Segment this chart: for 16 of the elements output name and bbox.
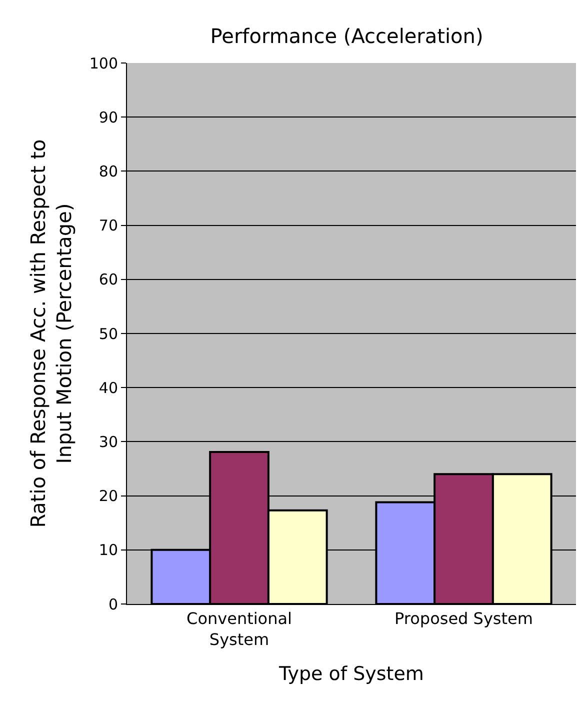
x-axis-title: Type of System (278, 662, 424, 685)
y-tick-label: 60 (98, 270, 118, 289)
y-tick-label: 20 (98, 487, 118, 506)
y-tick-label: 0 (108, 595, 118, 614)
y-tick-label: 50 (98, 324, 118, 343)
y-tick-label: 80 (98, 162, 118, 180)
chart-title: Performance (Acceleration) (210, 24, 484, 48)
y-tick-label: 100 (89, 54, 118, 72)
y-tick-label: 10 (98, 541, 118, 560)
x-tick-label: Conventional System (186, 609, 292, 649)
y-tick-label: 40 (98, 378, 118, 397)
y-tick-label: 70 (98, 216, 118, 235)
y-tick-label: 90 (98, 108, 118, 126)
x-tick-label: Proposed System (394, 609, 533, 628)
y-tick-label: 30 (98, 432, 118, 451)
y-axis-title: Ratio of Response Acc. with Respect to Input Motion (Percentage) (26, 139, 76, 528)
